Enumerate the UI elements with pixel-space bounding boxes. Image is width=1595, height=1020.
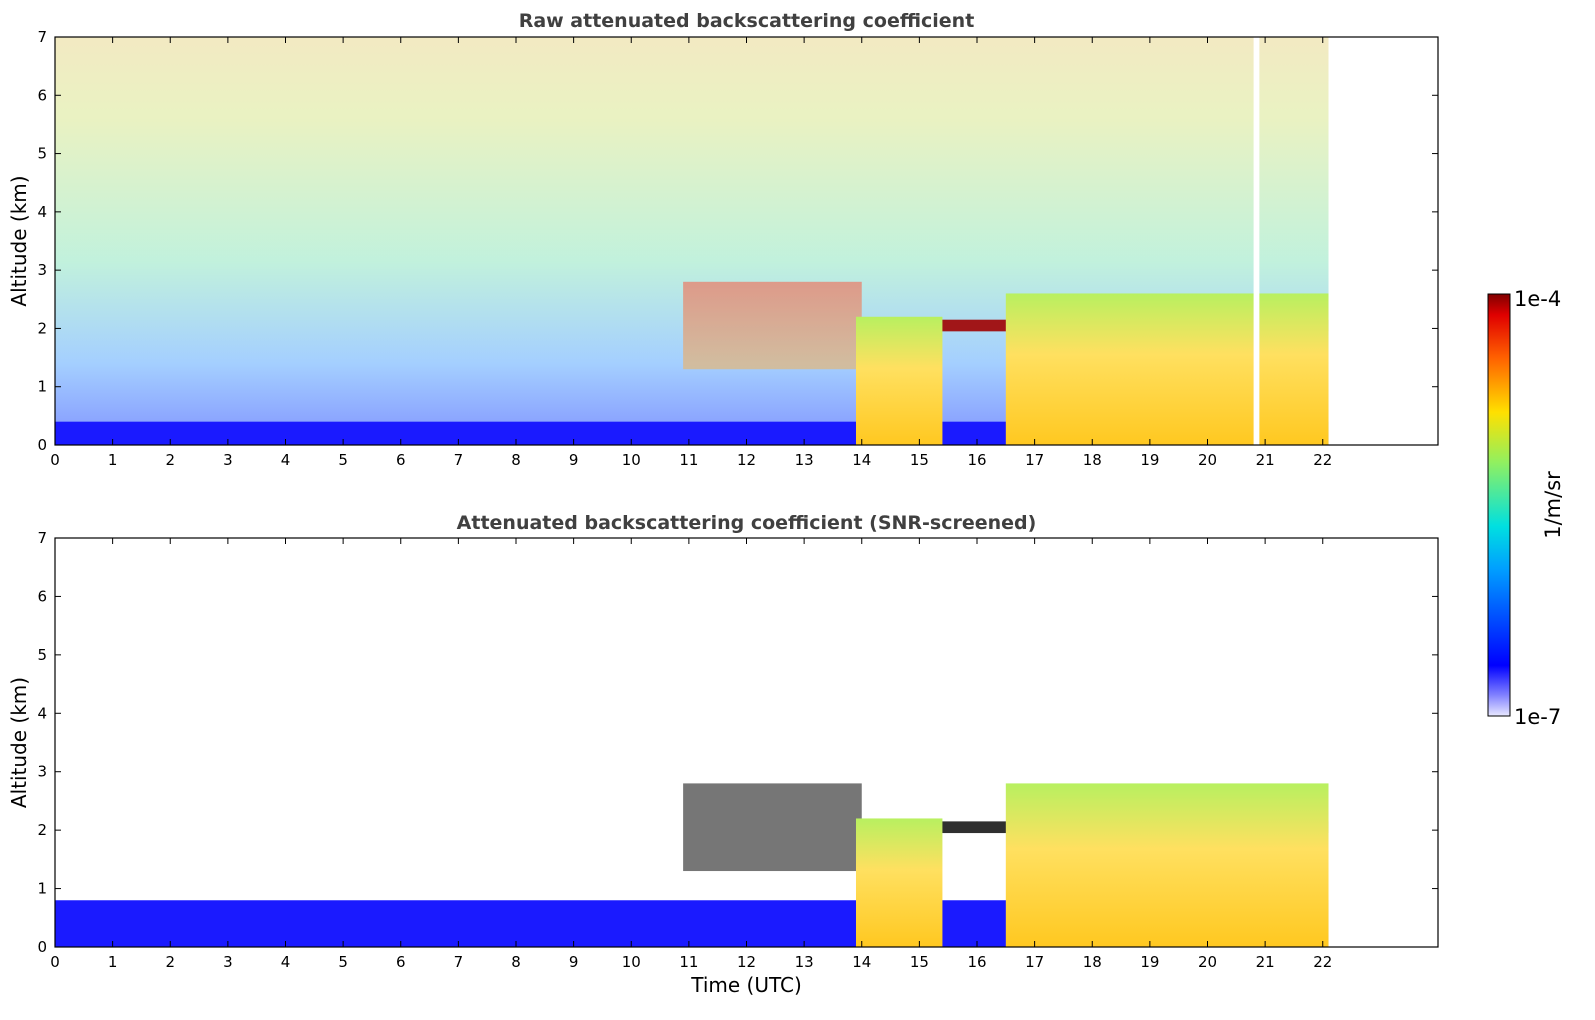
colorbar-max-label: 1e-4 <box>1514 287 1561 311</box>
x-tick-label: 6 <box>396 953 406 971</box>
screened-y-axis-label: Altitude (km) <box>7 677 31 808</box>
x-tick-label: 14 <box>852 953 871 971</box>
y-tick-label: 7 <box>37 529 47 547</box>
heatmap-aerosol-layer-1 <box>683 783 862 872</box>
x-tick-label: 15 <box>910 451 929 469</box>
heatmap-dense-aerosol-column-5 <box>1005 293 1329 445</box>
x-tick-label: 3 <box>223 451 233 469</box>
x-tick-label: 9 <box>569 451 579 469</box>
x-tick-label: 10 <box>622 451 641 469</box>
y-tick-label: 6 <box>37 587 47 605</box>
x-tick-label: 15 <box>910 953 929 971</box>
time-x-axis-label: Time (UTC) <box>690 973 802 997</box>
raw-backscatter-panel: 0 1 2 3 4 5 6 7 8 9 10 11 12 13 14 15 16 17 18 19 20 21 220123… <box>7 10 1439 469</box>
heatmap-aerosol-layer-2 <box>683 281 862 370</box>
x-tick-label: 11 <box>679 451 698 469</box>
heatmap-dense-aerosol-column-4 <box>855 316 943 445</box>
x-tick-label: 2 <box>165 953 175 971</box>
heatmap-data-gap-6 <box>1253 37 1260 445</box>
x-tick-label: 1 <box>108 451 118 469</box>
x-tick-label: 2 <box>165 451 175 469</box>
x-tick-label: 4 <box>281 953 291 971</box>
colorbar: 1e-4 1e-7 1/m/sr <box>1487 287 1565 729</box>
y-tick-label: 6 <box>37 86 47 104</box>
x-tick-label: 19 <box>1140 953 1159 971</box>
x-tick-label: 21 <box>1256 451 1275 469</box>
x-tick-label: 1 <box>108 953 118 971</box>
y-tick-label: 3 <box>37 763 47 781</box>
x-tick-label: 13 <box>795 451 814 469</box>
raw-y-axis-label: Altitude (km) <box>7 175 31 306</box>
raw-heatmap-area <box>55 37 1329 445</box>
screened-backscatter-panel: 0 1 2 3 4 5 6 7 8 9 10 11 12 13 14 15 16 17 18 19 20 21 220123… <box>7 512 1439 997</box>
y-tick-label: 5 <box>37 646 47 664</box>
x-tick-label: 11 <box>679 953 698 971</box>
raw-plot-title: Raw attenuated backscattering coefficien… <box>519 10 975 32</box>
x-tick-label: 5 <box>338 953 348 971</box>
colorbar-gradient <box>1487 293 1511 717</box>
y-tick-label: 4 <box>37 704 47 722</box>
x-tick-label: 3 <box>223 953 233 971</box>
raw-axis-ticks: 0 1 2 3 4 5 6 7 8 9 10 11 12 13 14 15 16 17 18 19 20 21 220123… <box>37 28 1438 469</box>
x-tick-label: 13 <box>795 953 814 971</box>
x-tick-label: 5 <box>338 451 348 469</box>
y-tick-label: 2 <box>37 821 47 839</box>
y-tick-label: 1 <box>37 378 47 396</box>
y-tick-label: 5 <box>37 145 47 163</box>
x-tick-label: 7 <box>454 451 464 469</box>
y-tick-label: 1 <box>37 880 47 898</box>
x-tick-label: 8 <box>511 451 521 469</box>
x-tick-label: 18 <box>1083 953 1102 971</box>
x-tick-label: 4 <box>281 451 291 469</box>
x-tick-label: 22 <box>1313 953 1332 971</box>
x-tick-label: 21 <box>1256 953 1275 971</box>
screened-axis-ticks: 0 1 2 3 4 5 6 7 8 9 10 11 12 13 14 15 16 17 18 19 20 21 220123… <box>37 529 1438 971</box>
x-tick-label: 16 <box>967 953 986 971</box>
x-tick-label: 0 <box>50 451 60 469</box>
heatmap-dense-aerosol-column-4 <box>1005 783 1329 947</box>
x-tick-label: 9 <box>569 953 579 971</box>
y-tick-label: 4 <box>37 203 47 221</box>
x-tick-label: 10 <box>622 953 641 971</box>
x-tick-label: 8 <box>511 953 521 971</box>
x-tick-label: 12 <box>737 451 756 469</box>
y-tick-label: 2 <box>37 319 47 337</box>
colorbar-min-label: 1e-7 <box>1514 705 1561 729</box>
heatmap-dense-aerosol-column-3 <box>855 818 943 947</box>
x-tick-label: 16 <box>967 451 986 469</box>
colorbar-unit-label: 1/m/sr <box>1541 471 1565 539</box>
x-tick-label: 17 <box>1025 953 1044 971</box>
x-tick-label: 20 <box>1198 953 1217 971</box>
x-tick-label: 6 <box>396 451 406 469</box>
y-tick-label: 7 <box>37 28 47 46</box>
x-tick-label: 12 <box>737 953 756 971</box>
y-tick-label: 0 <box>37 938 47 956</box>
x-tick-label: 14 <box>852 451 871 469</box>
x-tick-label: 17 <box>1025 451 1044 469</box>
y-tick-label: 3 <box>37 261 47 279</box>
x-tick-label: 22 <box>1313 451 1332 469</box>
x-tick-label: 19 <box>1140 451 1159 469</box>
y-tick-label: 0 <box>37 436 47 454</box>
screened-heatmap-area <box>55 783 1329 947</box>
screened-plot-title: Attenuated backscattering coefficient (S… <box>457 512 1037 534</box>
x-tick-label: 7 <box>454 953 464 971</box>
x-tick-label: 18 <box>1083 451 1102 469</box>
x-tick-label: 0 <box>50 953 60 971</box>
x-tick-label: 20 <box>1198 451 1217 469</box>
